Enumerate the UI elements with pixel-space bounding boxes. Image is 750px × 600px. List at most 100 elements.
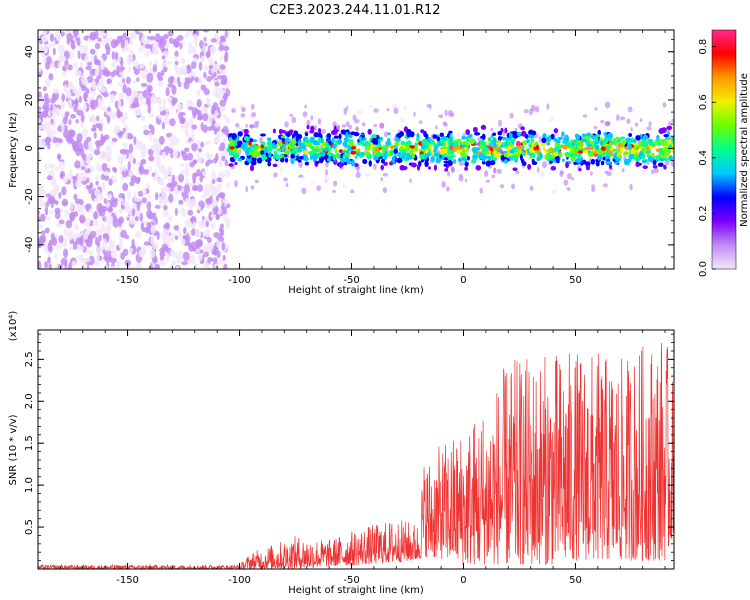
spectrogram-blob [562, 144, 567, 150]
spectrogram-blob [157, 76, 164, 81]
spectrogram-blob [55, 243, 62, 251]
spectrogram-blob [57, 153, 61, 162]
spectrogram-blob [661, 140, 667, 147]
spectrogram-blob [217, 106, 221, 114]
spectrogram-blob [106, 245, 112, 252]
spectrogram-blob [161, 121, 165, 130]
spectrogram-blob [257, 157, 263, 164]
spectrogram-blob [208, 64, 213, 70]
spectrogram-blob [118, 131, 123, 139]
spectrogram-blob [287, 148, 291, 152]
spectrogram-blob [49, 33, 54, 42]
spectrogram-blob [413, 111, 416, 117]
spectrogram-blob [100, 174, 106, 181]
spectrogram-blob [492, 132, 497, 136]
spectrogram-blob [304, 132, 309, 137]
spectrogram-blob [161, 243, 168, 252]
spectrogram-blob [117, 208, 123, 214]
spectrogram-blob [645, 149, 651, 155]
spectrogram-blob [99, 208, 106, 217]
spectrogram-blob [336, 125, 341, 131]
spectrogram-blob [93, 149, 101, 156]
spectrogram-blob [110, 265, 116, 269]
spectrogram-blob [312, 148, 319, 153]
spectrogram-blob [103, 198, 107, 204]
spectrogram-blob [91, 80, 97, 90]
spectrogram-blob [546, 141, 551, 146]
spectrogram-blob [163, 33, 169, 40]
spectrogram-blob [516, 131, 522, 137]
spectrogram-blob [284, 157, 289, 163]
spectrogram-blob [83, 104, 87, 111]
spectrogram-blob [63, 228, 68, 236]
spectrogram-blob [198, 61, 203, 71]
spectrogram-blob [205, 188, 211, 196]
spectrogram-blob [448, 137, 453, 143]
spectrogram-blob [386, 150, 392, 157]
spectrogram-blob [77, 142, 84, 153]
spectrogram-blob [166, 60, 172, 65]
spectrogram-blob [241, 106, 246, 113]
spectrogram-blob [96, 253, 100, 263]
spectrogram-blob [541, 137, 547, 144]
spectrogram-blob [531, 152, 536, 159]
spectrogram-blob [75, 119, 79, 124]
spectrogram-blob [169, 250, 176, 257]
spectrogram-blob [493, 167, 497, 174]
spectrogram-blob [438, 114, 444, 119]
spectrogram-blob [375, 139, 379, 145]
spectrogram-blob [652, 159, 657, 166]
spectrogram-blob [647, 139, 653, 145]
spectrogram-blob [133, 192, 137, 202]
spectrogram-blob [224, 169, 231, 178]
spectrogram-blob [38, 260, 42, 269]
spectrogram-blob [291, 116, 297, 124]
spectrogram-blob [625, 137, 632, 142]
spectrogram-blob [109, 93, 116, 103]
spectrogram-x-tick-label: 50 [569, 275, 582, 286]
spectrogram-blob [204, 140, 211, 146]
spectrogram-blob [352, 114, 357, 121]
spectrogram-blob [214, 139, 221, 144]
spectrogram-blob [229, 139, 235, 146]
spectrogram-blob [65, 219, 73, 229]
spectrogram-blob [392, 103, 398, 109]
spectrogram-blob [350, 150, 357, 155]
spectrogram-blob [85, 65, 92, 71]
chart-title: C2E3.2023.244.11.01.R12 [269, 3, 440, 18]
spectrogram-blob [158, 135, 165, 145]
spectrogram-blob [93, 197, 100, 203]
spectrogram-x-tick-label: 0 [460, 275, 466, 286]
spectrogram-blob [57, 61, 62, 69]
spectrogram-blob [176, 103, 183, 108]
spectrogram-blob [593, 125, 598, 130]
spectrogram-blob [250, 144, 255, 149]
spectrogram-blob [56, 107, 61, 117]
spectrogram-blob [128, 97, 133, 106]
spectrogram-blob [491, 174, 496, 179]
spectrogram-blob [140, 115, 146, 121]
spectrogram-blob [160, 69, 165, 77]
spectrogram-blob [171, 139, 178, 146]
spectrogram-blob [596, 155, 603, 161]
spectrogram-blob [224, 30, 228, 38]
spectrogram-blob [250, 185, 255, 190]
spectrogram-blob [253, 123, 259, 129]
spectrogram-blob [316, 185, 322, 192]
spectrogram-blob [38, 96, 45, 106]
spectrogram-blob [529, 185, 534, 191]
spectrogram-blob [639, 118, 643, 123]
spectrogram-blob [131, 238, 135, 249]
spectrogram-blob [627, 158, 632, 163]
spectrogram-blob [619, 116, 626, 121]
spectrogram-blob [341, 124, 346, 128]
spectrogram-blob [200, 122, 204, 131]
spectrogram-blob [119, 71, 125, 77]
spectrogram-blob [496, 142, 502, 146]
spectrogram-blob [146, 201, 152, 211]
spectrogram-blob [154, 192, 159, 201]
spectrogram-blob [661, 155, 665, 159]
spectrogram-blob [602, 143, 606, 148]
spectrogram-blob [590, 158, 595, 165]
spectrogram-blob [584, 135, 591, 140]
